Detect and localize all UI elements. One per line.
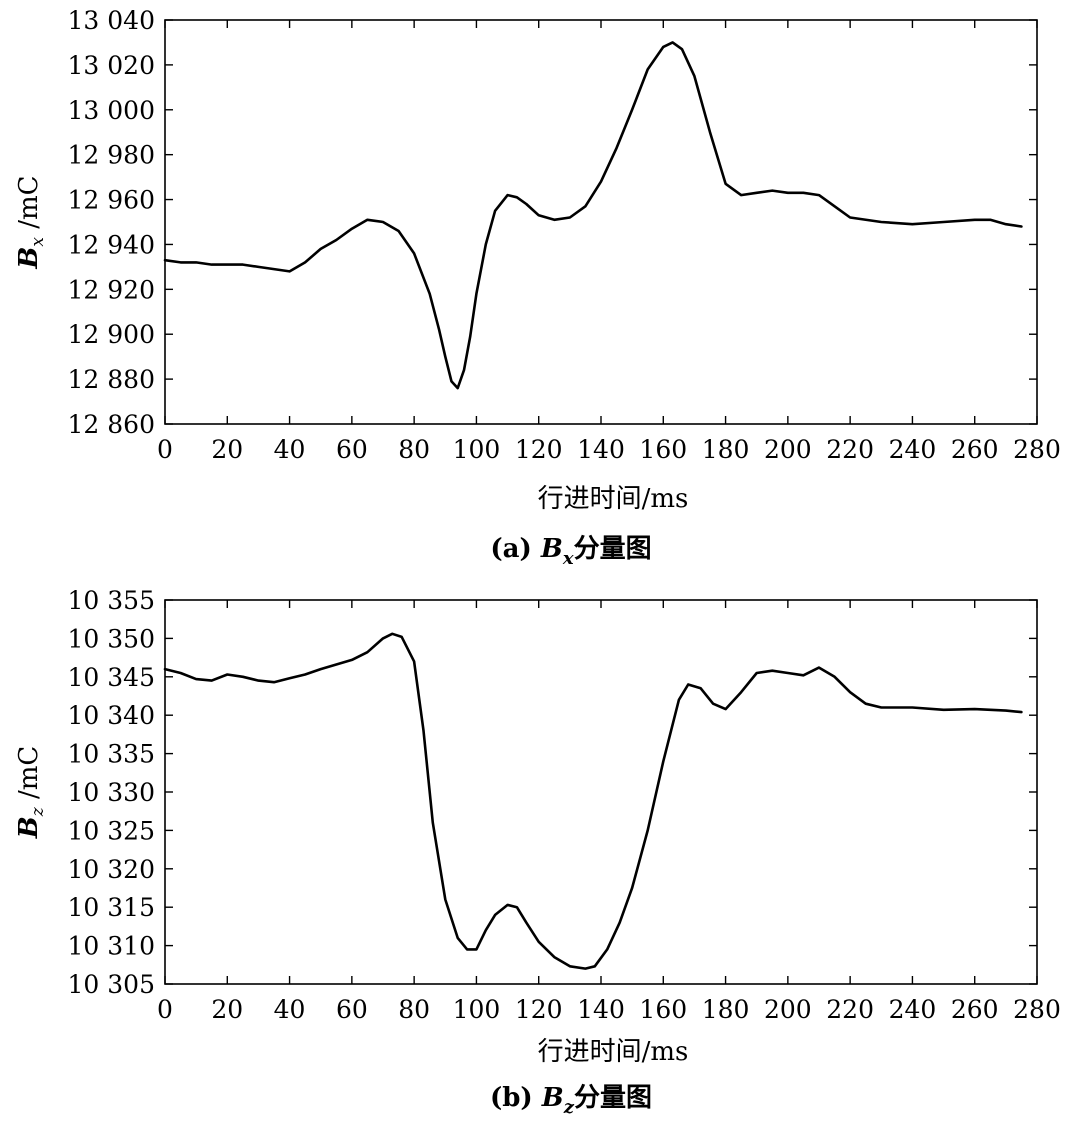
y-axis-title: Bz /mC — [14, 746, 48, 840]
x-tick-label: 140 — [577, 435, 625, 464]
y-tick-label: 12 920 — [68, 275, 155, 304]
y-tick-label: 10 345 — [68, 663, 155, 692]
y-tick-label: 13 020 — [68, 51, 155, 80]
x-tick-label: 140 — [577, 995, 625, 1024]
x-tick-label: 160 — [639, 995, 687, 1024]
series-line — [163, 632, 1023, 970]
x-tick-label: 180 — [702, 435, 750, 464]
y-tick-label: 13 000 — [68, 96, 155, 125]
x-tick-label: 60 — [336, 435, 368, 464]
chart-a: 12 860 12 880 12 900 12 920 12 940 12 960 12 9… — [14, 6, 1061, 569]
x-tick-label: 40 — [274, 435, 306, 464]
y-tick-label: 10 350 — [68, 624, 155, 653]
y-tick-label: 10 330 — [68, 778, 155, 807]
y-tick-label: 10 335 — [68, 740, 155, 769]
y-tick-label: 10 340 — [68, 701, 155, 730]
series-line — [163, 41, 1023, 390]
plot-frame — [164, 19, 1038, 425]
y-tick-label: 12 980 — [68, 141, 155, 170]
x-tick-label: 20 — [211, 995, 243, 1024]
x-tick-label: 260 — [951, 435, 999, 464]
x-tick-label: 200 — [764, 435, 812, 464]
plot-frame — [164, 599, 1038, 985]
y-tick-label: 12 860 — [68, 410, 155, 439]
x-tick-label: 200 — [764, 995, 812, 1024]
y-tick-label: 13 040 — [68, 6, 155, 35]
y-tick-label: 10 325 — [68, 816, 155, 845]
y-tick-label: 10 320 — [68, 855, 155, 884]
x-tick-label: 80 — [398, 995, 430, 1024]
x-tick-label: 120 — [515, 995, 563, 1024]
x-tick-label: 220 — [826, 435, 874, 464]
y-axis-title: Bx /mC — [14, 175, 48, 269]
figure-caption: (b) Bz分量图 — [490, 1083, 652, 1118]
y-tick-label: 12 960 — [68, 186, 155, 215]
x-tick-label: 240 — [889, 435, 937, 464]
y-tick-label: 12 940 — [68, 230, 155, 259]
x-tick-label: 20 — [211, 435, 243, 464]
x-tick-label: 160 — [639, 435, 687, 464]
x-tick-label: 80 — [398, 435, 430, 464]
figure-caption: (a) Bx分量图 — [490, 534, 651, 569]
y-tick-label: 12 900 — [68, 320, 155, 349]
x-tick-label: 0 — [157, 435, 173, 464]
x-tick-label: 60 — [336, 995, 368, 1024]
x-tick-label: 100 — [453, 435, 501, 464]
x-tick-label: 220 — [826, 995, 874, 1024]
y-tick-label: 10 315 — [68, 893, 155, 922]
x-tick-label: 240 — [889, 995, 937, 1024]
x-tick-label: 40 — [274, 995, 306, 1024]
y-tick-label: 10 305 — [68, 970, 155, 999]
chart-b: 10 305 10 310 10 315 10 320 10 325 10 330 10 3… — [14, 586, 1061, 1118]
x-tick-label: 180 — [702, 995, 750, 1024]
y-tick-label: 10 310 — [68, 932, 155, 961]
x-tick-label: 280 — [1013, 995, 1061, 1024]
x-tick-label: 100 — [453, 995, 501, 1024]
x-tick-label: 0 — [157, 995, 173, 1024]
x-axis-title: 行进时间/ms — [538, 1037, 689, 1067]
x-tick-label: 280 — [1013, 435, 1061, 464]
x-tick-label: 120 — [515, 435, 563, 464]
y-tick-label: 12 880 — [68, 365, 155, 394]
y-tick-label: 10 355 — [68, 586, 155, 615]
x-tick-label: 260 — [951, 995, 999, 1024]
x-axis-title: 行进时间/ms — [538, 484, 689, 514]
